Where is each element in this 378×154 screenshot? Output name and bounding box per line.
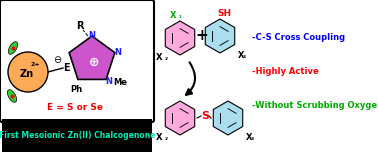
Text: -Highly Active: -Highly Active (252, 67, 319, 77)
Text: ₂: ₂ (165, 55, 168, 61)
Text: Me: Me (113, 78, 127, 87)
Polygon shape (165, 101, 195, 135)
Text: ₃: ₃ (251, 135, 254, 141)
Text: X: X (155, 53, 162, 63)
Text: -Without Scrubbing Oxygen: -Without Scrubbing Oxygen (252, 101, 378, 111)
Text: X: X (169, 12, 176, 20)
Text: X: X (246, 134, 253, 142)
Text: Ph: Ph (70, 85, 82, 94)
Text: First Mesoionic Zn(II) Chalcogenone: First Mesoionic Zn(II) Chalcogenone (0, 132, 155, 140)
Text: E: E (63, 63, 69, 73)
Text: ₂: ₂ (165, 135, 168, 141)
Text: E = S or Se: E = S or Se (47, 103, 103, 113)
Text: S: S (201, 111, 209, 121)
Ellipse shape (7, 90, 17, 102)
Text: Zn: Zn (20, 69, 34, 79)
Text: ₁: ₁ (179, 13, 182, 19)
Text: N: N (88, 30, 96, 39)
FancyBboxPatch shape (0, 0, 154, 122)
Text: N: N (114, 48, 121, 57)
Polygon shape (69, 36, 115, 79)
Text: -C-S Cross Coupling: -C-S Cross Coupling (252, 34, 345, 43)
Text: X: X (238, 51, 245, 61)
Bar (2, 119, 152, 152)
Polygon shape (205, 19, 235, 53)
Text: ₃: ₃ (243, 53, 246, 59)
Text: N: N (105, 77, 113, 86)
Text: 2+: 2+ (30, 63, 40, 67)
Text: SH: SH (217, 10, 231, 18)
Ellipse shape (8, 42, 18, 54)
Text: ⊖: ⊖ (53, 55, 61, 65)
Text: X: X (155, 134, 162, 142)
Text: ⊕: ⊕ (89, 55, 99, 69)
Polygon shape (213, 101, 243, 135)
Circle shape (8, 52, 48, 92)
Text: R: R (76, 21, 84, 31)
Text: +: + (196, 28, 208, 43)
Polygon shape (165, 21, 195, 55)
